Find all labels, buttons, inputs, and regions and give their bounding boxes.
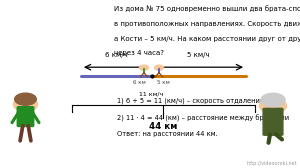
- Text: 1) 6 + 5 = 11 (км/ч) – скорость отдаления: 1) 6 + 5 = 11 (км/ч) – скорость отдалени…: [117, 97, 264, 104]
- Text: 6 км/ч: 6 км/ч: [105, 52, 128, 58]
- Text: http://videouroki.net: http://videouroki.net: [247, 161, 297, 166]
- Text: 5 км: 5 км: [157, 80, 170, 85]
- Circle shape: [14, 98, 38, 111]
- Circle shape: [154, 65, 164, 70]
- FancyBboxPatch shape: [263, 108, 283, 135]
- Text: 5 км/ч: 5 км/ч: [188, 52, 210, 58]
- Text: в противоположных направлениях. Скорость движения Лёши 6 км/ч,: в противоположных направлениях. Скорость…: [114, 20, 300, 27]
- Text: 11 км/ч: 11 км/ч: [140, 92, 164, 97]
- Text: Из дома № 75 одновременно вышли два брата-спортсмена и пошли: Из дома № 75 одновременно вышли два брат…: [114, 5, 300, 12]
- Text: 2) 11 · 4 = 44 (км) – расстояние между братьями: 2) 11 · 4 = 44 (км) – расстояние между б…: [117, 114, 289, 122]
- Text: Ответ: на расстоянии 44 км.: Ответ: на расстоянии 44 км.: [117, 131, 218, 137]
- Circle shape: [260, 98, 286, 113]
- Text: через 4 часа?: через 4 часа?: [114, 50, 164, 56]
- Text: а Кости – 5 км/ч. На каком расстоянии друг от друга будут братья: а Кости – 5 км/ч. На каком расстоянии др…: [114, 35, 300, 42]
- Text: 6 км: 6 км: [133, 80, 146, 85]
- Circle shape: [140, 65, 148, 70]
- Circle shape: [15, 93, 36, 105]
- Text: 44 км: 44 км: [149, 122, 178, 131]
- Circle shape: [261, 93, 285, 107]
- FancyBboxPatch shape: [17, 107, 34, 127]
